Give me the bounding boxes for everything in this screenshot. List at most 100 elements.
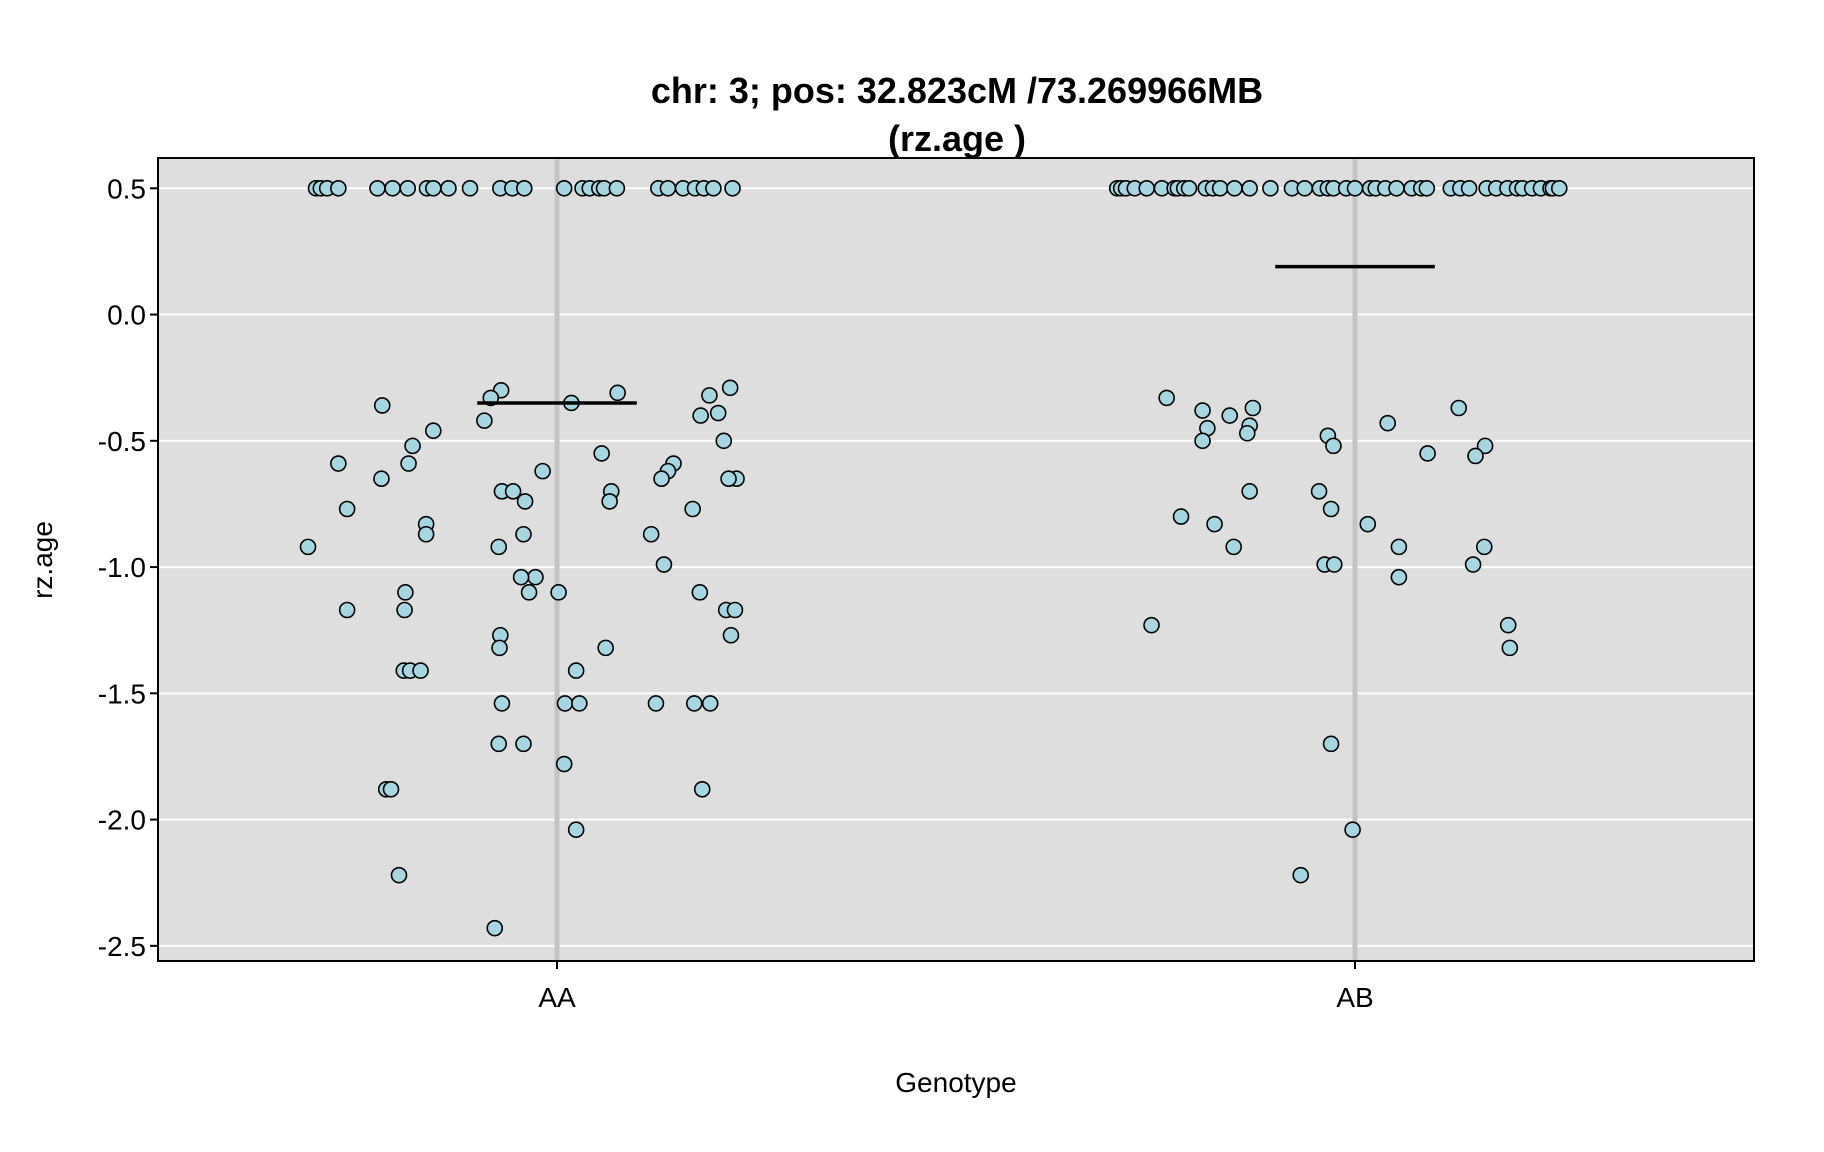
- data-point: [1225, 538, 1243, 556]
- data-point: [593, 445, 610, 462]
- data-point: [726, 601, 744, 619]
- data-point: [1325, 437, 1342, 455]
- data-point: [512, 568, 530, 586]
- data-point: [1322, 735, 1340, 753]
- data-point: [692, 407, 709, 424]
- plot-border: [157, 157, 1755, 962]
- data-point: [527, 568, 544, 586]
- data-point: [724, 180, 741, 197]
- data-point: [399, 180, 417, 197]
- data-point: [440, 180, 457, 197]
- data-point: [684, 500, 701, 518]
- data-point: [601, 493, 618, 510]
- data-point: [1390, 538, 1408, 556]
- data-point: [715, 432, 733, 450]
- data-point: [1390, 568, 1408, 586]
- data-point: [550, 584, 567, 601]
- data-point: [1499, 616, 1517, 634]
- data-point: [1501, 639, 1519, 657]
- data-point: [520, 584, 538, 601]
- data-point: [655, 556, 673, 573]
- data-point: [382, 780, 400, 798]
- data-point: [691, 584, 709, 601]
- data-point: [299, 538, 317, 556]
- data-point: [338, 601, 356, 619]
- mean-markers: [477, 264, 1435, 405]
- y-tick-label: -1.0: [98, 552, 146, 583]
- data-point: [1346, 180, 1364, 197]
- data-point: [1194, 432, 1211, 450]
- data-point: [338, 500, 356, 518]
- data-point: [486, 919, 504, 937]
- data-point: [373, 397, 391, 414]
- data-point: [567, 662, 585, 679]
- data-point: [373, 470, 390, 487]
- data-point: [1388, 180, 1405, 197]
- data-point: [567, 821, 585, 838]
- data-point: [608, 180, 626, 197]
- data-point: [1310, 483, 1328, 500]
- x-tick-label: AA: [538, 982, 576, 1013]
- data-point: [425, 422, 442, 440]
- data-point: [1296, 180, 1314, 197]
- data-point: [417, 525, 435, 543]
- data-point: [693, 780, 711, 798]
- data-point: [701, 387, 718, 404]
- data-point: [493, 695, 511, 712]
- y-axis-label: rz.age: [27, 521, 58, 599]
- data-point: [555, 180, 573, 197]
- data-point: [653, 470, 670, 487]
- data-point: [1344, 821, 1361, 838]
- data-point: [1221, 407, 1239, 424]
- data-point: [1194, 402, 1211, 419]
- data-point: [721, 379, 739, 397]
- data-point: [384, 180, 401, 197]
- data-point: [396, 601, 413, 619]
- data-point: [1467, 447, 1484, 465]
- x-axis-ticks: AA AB: [538, 961, 1374, 1013]
- data-point: [461, 180, 479, 197]
- data-point: [330, 180, 347, 197]
- data-point: [1244, 399, 1262, 417]
- y-tick-label: -2.0: [98, 805, 146, 836]
- data-point: [555, 755, 573, 773]
- gridlines: [158, 187, 1754, 947]
- data-point: [571, 695, 588, 712]
- chart-title: chr: 3; pos: 32.823cM /73.269966MB: [651, 70, 1263, 111]
- data-point: [369, 180, 386, 197]
- data-point: [722, 626, 740, 644]
- data-point: [1262, 180, 1279, 197]
- y-axis-ticks: 0.5 0.0 -0.5 -1.0 -1.5 -2.0 -2.5: [98, 173, 158, 962]
- data-point: [490, 735, 508, 753]
- data-point: [1292, 866, 1310, 884]
- y-tick-label: 0.0: [107, 300, 146, 331]
- data-point: [647, 695, 665, 712]
- data-point: [534, 462, 551, 480]
- data-point: [720, 470, 737, 487]
- data-point: [1379, 414, 1397, 432]
- data-point: [400, 455, 417, 472]
- data-point: [609, 384, 626, 402]
- data-point: [709, 404, 727, 422]
- data-point: [1180, 180, 1198, 197]
- data-point: [404, 437, 421, 455]
- data-point: [504, 483, 522, 500]
- y-tick-label: 0.5: [107, 173, 146, 204]
- data-point: [1158, 389, 1175, 407]
- data-point: [515, 525, 532, 543]
- data-point: [556, 695, 574, 712]
- data-point: [1464, 556, 1482, 573]
- data-point: [1419, 445, 1436, 462]
- data-point: [1325, 556, 1343, 573]
- data-point: [1460, 180, 1478, 197]
- x-axis-label: Genotype: [895, 1067, 1016, 1098]
- plot-panel: [158, 158, 1754, 961]
- data-point: [330, 455, 347, 472]
- x-tick-label: AB: [1336, 982, 1373, 1013]
- data-point: [685, 695, 703, 712]
- data-point: [1206, 515, 1223, 533]
- chart-subtitle: (rz.age ): [888, 118, 1026, 159]
- y-tick-label: -0.5: [98, 426, 146, 457]
- data-point: [642, 525, 660, 543]
